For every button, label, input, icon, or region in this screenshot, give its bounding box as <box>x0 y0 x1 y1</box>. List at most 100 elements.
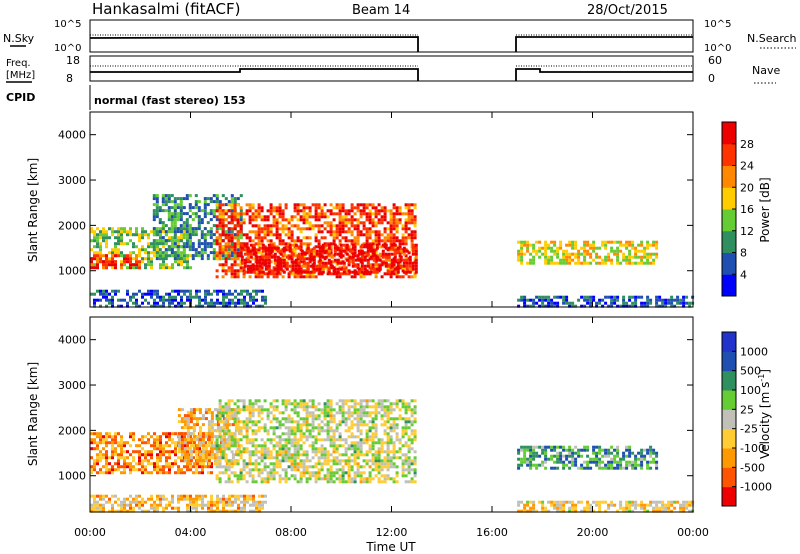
data-cell <box>341 221 345 225</box>
data-cell <box>390 252 394 256</box>
data-cell <box>189 447 192 451</box>
data-cell <box>287 414 291 418</box>
data-cell <box>529 448 533 452</box>
data-cell <box>353 254 357 258</box>
data-cell <box>105 263 108 267</box>
data-cell <box>335 230 339 234</box>
data-cell <box>105 471 108 475</box>
data-cell <box>266 429 270 433</box>
data-cell <box>613 466 617 470</box>
data-cell <box>353 218 357 222</box>
data-cell <box>356 426 360 430</box>
data-cell <box>167 248 171 252</box>
data-cell <box>311 426 315 430</box>
data-cell <box>401 459 405 463</box>
data-cell <box>221 414 225 418</box>
data-cell <box>251 444 255 448</box>
data-cell <box>120 444 123 448</box>
data-cell <box>254 450 258 454</box>
data-cell <box>392 260 396 264</box>
data-cell <box>176 254 180 258</box>
data-cell <box>252 509 255 513</box>
data-cell <box>96 456 99 460</box>
data-cell <box>276 267 280 271</box>
data-cell <box>344 417 348 421</box>
data-cell <box>281 447 285 451</box>
data-cell <box>314 438 318 442</box>
data-cell <box>218 239 222 243</box>
data-cell <box>610 246 614 250</box>
data-cell <box>583 295 587 299</box>
data-cell <box>164 230 168 234</box>
data-cell <box>218 462 222 466</box>
data-cell <box>332 462 336 466</box>
data-cell <box>276 246 280 250</box>
data-cell <box>323 477 327 481</box>
data-cell <box>263 447 267 451</box>
data-cell <box>198 426 202 430</box>
data-cell <box>368 414 372 418</box>
data-cell <box>595 252 599 256</box>
data-cell <box>261 246 265 250</box>
data-cell <box>231 462 235 466</box>
data-cell <box>565 454 569 458</box>
data-cell <box>347 417 351 421</box>
data-cell <box>180 444 184 448</box>
data-cell <box>320 251 324 255</box>
data-cell <box>227 209 231 213</box>
data-cell <box>520 448 524 452</box>
nsky-label: N.Sky <box>3 32 35 45</box>
data-cell <box>544 445 548 449</box>
data-cell <box>194 200 198 204</box>
data-cell <box>646 301 650 305</box>
data-cell <box>269 450 273 454</box>
data-cell <box>359 444 363 448</box>
data-cell <box>230 197 234 201</box>
data-cell <box>246 258 250 262</box>
data-cell <box>604 301 608 305</box>
data-cell <box>198 289 201 293</box>
data-cell <box>290 432 294 436</box>
data-cell <box>622 304 626 308</box>
data-cell <box>164 233 168 237</box>
data-cell <box>571 304 575 308</box>
data-cell <box>356 450 360 454</box>
data-cell <box>186 506 189 510</box>
data-cell <box>218 408 222 412</box>
data-cell <box>290 272 294 276</box>
data-cell <box>529 243 533 247</box>
data-cell <box>317 224 321 228</box>
data-cell <box>165 506 168 510</box>
data-cell <box>329 402 333 406</box>
data-cell <box>392 269 396 273</box>
data-cell <box>413 462 417 466</box>
data-cell <box>338 227 342 231</box>
data-cell <box>195 289 198 293</box>
data-cell <box>168 236 171 240</box>
data-cell <box>239 236 243 240</box>
data-cell <box>631 295 635 299</box>
data-cell <box>377 218 381 222</box>
data-cell <box>242 459 246 463</box>
data-cell <box>272 432 276 436</box>
data-cell <box>105 468 108 472</box>
data-cell <box>308 423 312 427</box>
data-cell <box>207 462 211 466</box>
data-cell <box>123 509 126 513</box>
data-cell <box>410 429 414 433</box>
data-cell <box>398 456 402 460</box>
data-cell <box>389 441 393 445</box>
data-cell <box>177 444 181 448</box>
freq-label-1: Freq. <box>6 58 31 69</box>
data-cell <box>294 264 298 268</box>
data-cell <box>233 203 237 207</box>
data-cell <box>410 236 414 240</box>
data-cell <box>230 194 234 198</box>
data-cell <box>404 206 408 210</box>
data-cell <box>261 506 264 510</box>
data-cell <box>228 304 231 308</box>
data-cell <box>323 215 327 219</box>
data-cell <box>329 399 333 403</box>
data-cell <box>129 432 132 436</box>
data-cell <box>263 480 267 484</box>
